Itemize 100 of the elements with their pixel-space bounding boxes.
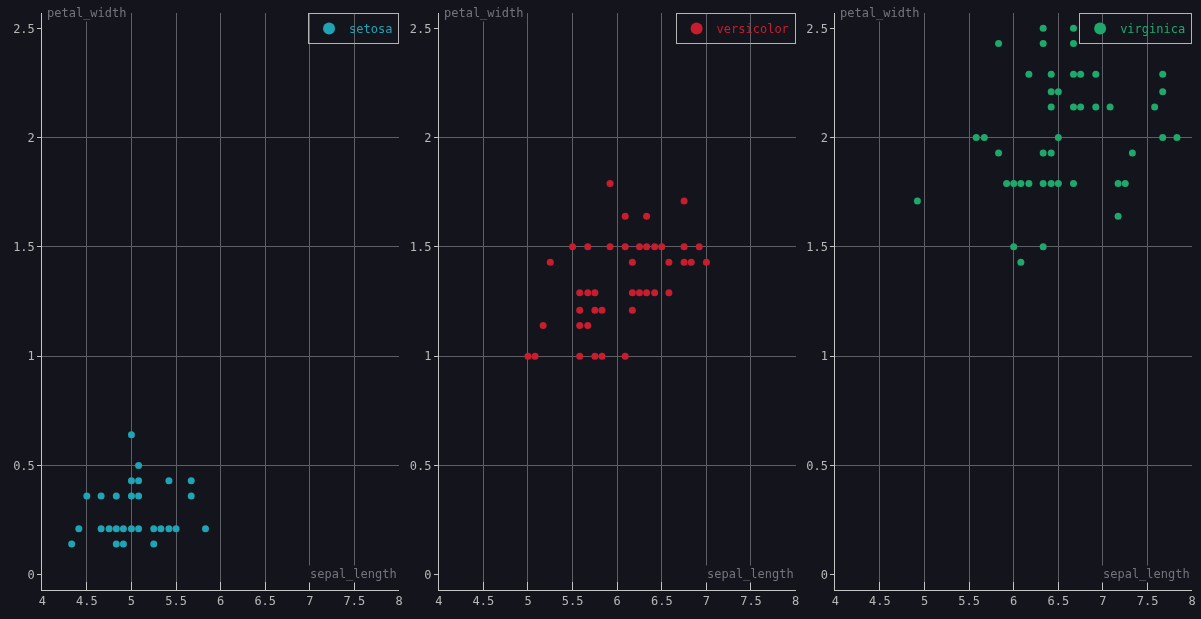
point (1173, 134, 1181, 142)
y-tick-label: 1 (424, 349, 432, 364)
x-tick-label: 4 (435, 594, 443, 609)
point (1047, 88, 1055, 96)
y-tick-label: 2 (820, 130, 828, 145)
x-tick-label: 4 (38, 594, 46, 609)
point (187, 492, 195, 500)
point (643, 212, 651, 220)
y-tick-label: 1 (27, 349, 35, 364)
y-axis-title: petal_width (840, 6, 920, 20)
point (1070, 179, 1077, 187)
point (628, 289, 636, 297)
legend-label: virginica (1120, 22, 1186, 37)
point (687, 258, 695, 266)
x-tick-label: 5.5 (561, 594, 584, 609)
point (539, 322, 547, 330)
y-tick-label: 0.5 (409, 458, 432, 473)
point (1070, 70, 1077, 78)
point (201, 525, 209, 533)
x-tick-label: 5 (920, 594, 929, 609)
point (1039, 243, 1047, 251)
y-tick-label: 1 (820, 349, 828, 364)
point (1025, 70, 1033, 78)
x-axis-title: sepal_length (707, 567, 794, 581)
point (995, 149, 1003, 157)
point (628, 306, 636, 314)
point (665, 289, 673, 297)
point (1003, 179, 1011, 187)
point (1114, 212, 1122, 220)
x-tick-label: 6.5 (254, 594, 277, 609)
y-tick-label: 0 (424, 567, 432, 582)
point (546, 258, 554, 266)
x-tick-label: 7 (1099, 594, 1107, 609)
point (606, 179, 614, 187)
x-tick-label: 6 (217, 594, 225, 609)
x-tick-label: 5.5 (958, 594, 980, 609)
point (1106, 103, 1114, 111)
point (635, 289, 643, 297)
point (112, 492, 120, 500)
point (1077, 103, 1085, 111)
point (665, 258, 673, 266)
point (157, 525, 165, 533)
point (1017, 179, 1025, 187)
y-tick-label: 2.5 (409, 21, 432, 36)
y-tick-label: 0.5 (13, 458, 35, 473)
point (165, 525, 173, 533)
point (1039, 179, 1047, 187)
y-axis-title: petal_width (47, 6, 127, 20)
point (150, 525, 158, 533)
point (172, 525, 180, 533)
point (135, 492, 143, 500)
point (1039, 24, 1047, 32)
x-tick-label: 8 (791, 594, 800, 609)
x-tick-label: 5 (524, 594, 532, 609)
point (576, 306, 584, 314)
point (591, 289, 599, 297)
point (165, 477, 173, 485)
point (135, 477, 143, 485)
x-tick-label: 6 (1010, 594, 1018, 609)
point (1151, 103, 1159, 111)
point (1070, 24, 1077, 32)
point (127, 431, 135, 439)
point (1047, 179, 1055, 187)
point (1047, 149, 1055, 157)
point (643, 243, 651, 251)
point (1159, 70, 1167, 78)
point (127, 492, 135, 500)
point (569, 243, 577, 251)
point (651, 243, 659, 251)
x-tick-label: 7.5 (1136, 594, 1159, 609)
point (972, 134, 980, 142)
point (112, 525, 120, 533)
point (524, 352, 532, 360)
point (621, 212, 629, 220)
point (576, 352, 584, 360)
point (1047, 103, 1055, 111)
point (112, 540, 120, 548)
point (1092, 70, 1100, 78)
point (591, 352, 599, 360)
point (1070, 40, 1077, 48)
x-tick-label: 4 (831, 594, 839, 609)
point (658, 243, 666, 251)
y-tick-label: 2 (424, 130, 432, 145)
y-axis-title: petal_width (444, 6, 524, 20)
point (1010, 179, 1018, 187)
point (680, 243, 688, 251)
legend-label: setosa (349, 22, 393, 37)
point (97, 492, 105, 500)
x-tick-label: 6.5 (1047, 594, 1070, 609)
point (576, 289, 584, 297)
point (1054, 134, 1062, 142)
x-tick-label: 5 (127, 594, 136, 609)
y-tick-label: 1.5 (409, 240, 432, 255)
point (1039, 40, 1047, 48)
point (635, 243, 643, 251)
point (1070, 103, 1077, 111)
point (680, 258, 688, 266)
point (606, 243, 614, 251)
point (105, 525, 113, 533)
point (187, 477, 195, 485)
